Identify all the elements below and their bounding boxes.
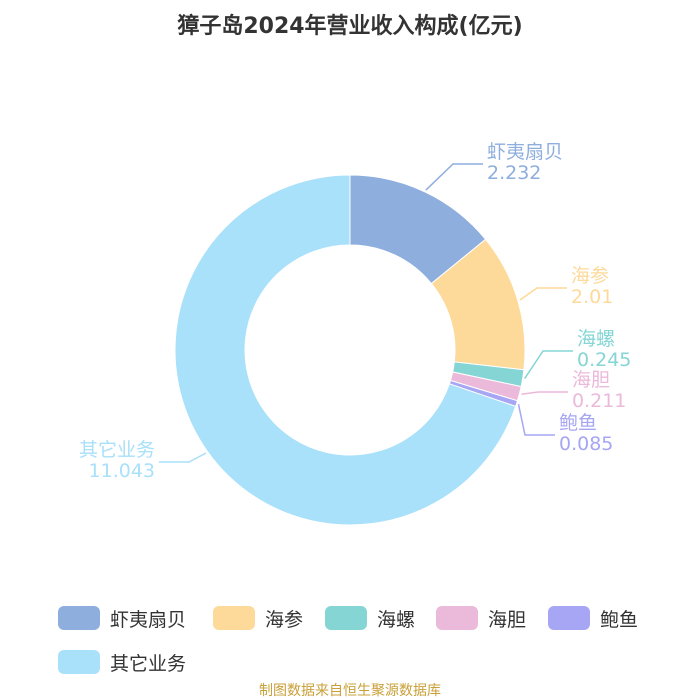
legend-item-6[interactable]: 其它业务 — [58, 648, 186, 676]
leader-line-2 — [519, 287, 567, 301]
slice-value-5: 0.085 — [559, 433, 613, 455]
legend-swatch — [58, 606, 100, 630]
legend-item-4[interactable]: 海胆 — [436, 604, 526, 632]
leader-line-5 — [517, 404, 555, 436]
slice-6 — [174, 174, 517, 526]
leader-line-1 — [425, 163, 483, 191]
legend-swatch — [436, 606, 478, 630]
legend-swatch — [213, 606, 255, 630]
legend-swatch — [325, 606, 367, 630]
slice-label-5: 鲍鱼 — [559, 412, 597, 434]
legend-label: 鲍鱼 — [600, 608, 639, 631]
slice-label-3: 海螺 — [577, 328, 615, 350]
leader-lines-group — [159, 163, 573, 463]
slice-value-3: 0.245 — [577, 349, 631, 371]
legend-label: 海胆 — [488, 608, 527, 631]
slice-value-6: 11.043 — [89, 460, 155, 482]
legend-swatch — [548, 606, 590, 630]
legend-swatch — [58, 650, 100, 674]
slice-label-6: 其它业务 — [79, 439, 155, 461]
slice-label-2: 海参 — [571, 265, 609, 287]
chart-title: 獐子岛2024年营业收入构成(亿元) — [177, 14, 523, 39]
leader-line-6 — [159, 452, 207, 463]
legend-label: 其它业务 — [110, 652, 187, 675]
legend-label: 虾夷扇贝 — [110, 608, 187, 631]
source-note: 制图数据来自恒生聚源数据库 — [259, 683, 441, 699]
legend-item-5[interactable]: 鲍鱼 — [548, 604, 638, 632]
leader-line-4 — [521, 391, 568, 395]
slice-label-1: 虾夷扇贝 — [487, 141, 563, 163]
legend-item-3[interactable]: 海螺 — [325, 604, 415, 632]
legend-label: 海螺 — [377, 608, 416, 631]
legend-item-2[interactable]: 海参 — [213, 604, 303, 632]
slice-value-2: 2.01 — [571, 286, 613, 308]
legend-item-1[interactable]: 虾夷扇贝 — [58, 604, 186, 632]
slice-label-4: 海胆 — [572, 369, 610, 391]
slice-value-1: 2.232 — [487, 162, 541, 184]
legend-label: 海参 — [265, 608, 304, 631]
slices-group — [174, 174, 526, 526]
leader-line-3 — [524, 350, 573, 379]
slice-value-4: 0.211 — [572, 390, 626, 412]
